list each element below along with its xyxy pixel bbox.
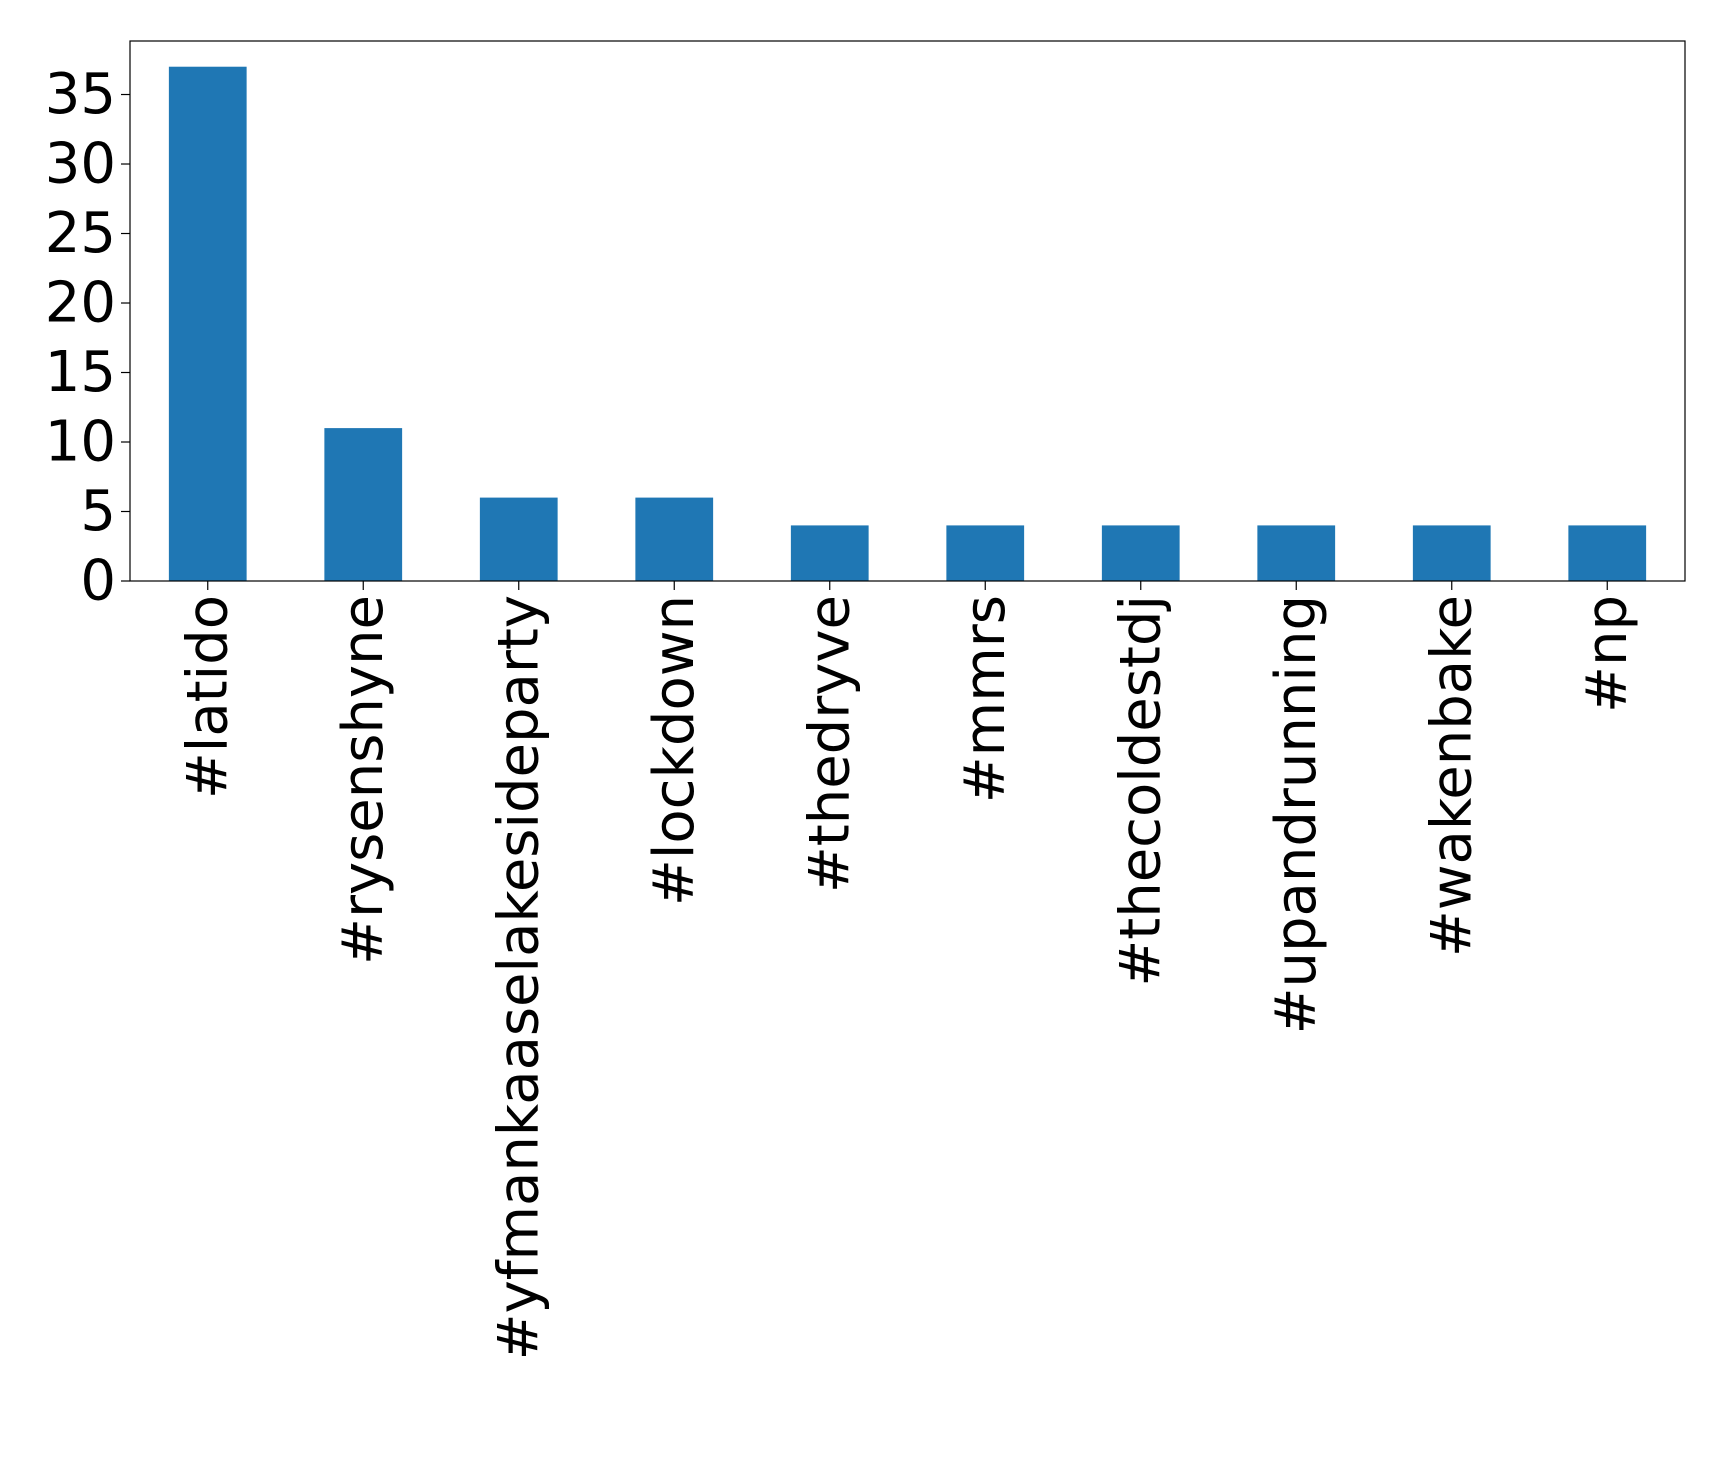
- x-tick-label: #thecoldestdj: [1108, 595, 1173, 987]
- bar: [1101, 525, 1180, 581]
- bar: [168, 66, 247, 581]
- x-tick-label: #rysenshyne: [331, 595, 396, 965]
- bar: [479, 497, 558, 581]
- y-tick-label: 35: [45, 62, 116, 127]
- y-tick-label: 25: [45, 201, 116, 266]
- x-tick-label: #yfmankaaselakesideparty: [486, 595, 551, 1360]
- bar: [635, 497, 714, 581]
- x-tick-label: #mmrs: [953, 595, 1018, 803]
- y-tick-label: 0: [80, 549, 116, 614]
- y-tick-label: 30: [45, 132, 116, 197]
- bar: [790, 525, 869, 581]
- y-tick-label: 5: [80, 479, 116, 544]
- plot-frame: [129, 40, 1686, 582]
- bar: [1257, 525, 1336, 581]
- bar: [1568, 525, 1647, 581]
- bar: [324, 428, 403, 581]
- bar: [946, 525, 1025, 581]
- y-tick-label: 20: [45, 271, 116, 336]
- x-tick-label: #upandrunning: [1264, 595, 1329, 1034]
- x-tick-label: #np: [1575, 595, 1640, 713]
- y-tick-label: 15: [45, 340, 116, 405]
- bar: [1412, 525, 1491, 581]
- y-tick-label: 10: [45, 410, 116, 475]
- x-tick-label: #lockdown: [642, 595, 707, 906]
- x-tick-label: #wakenbake: [1419, 595, 1484, 957]
- x-tick-label: #latido: [175, 595, 240, 799]
- x-tick-label: #thedryve: [797, 595, 862, 893]
